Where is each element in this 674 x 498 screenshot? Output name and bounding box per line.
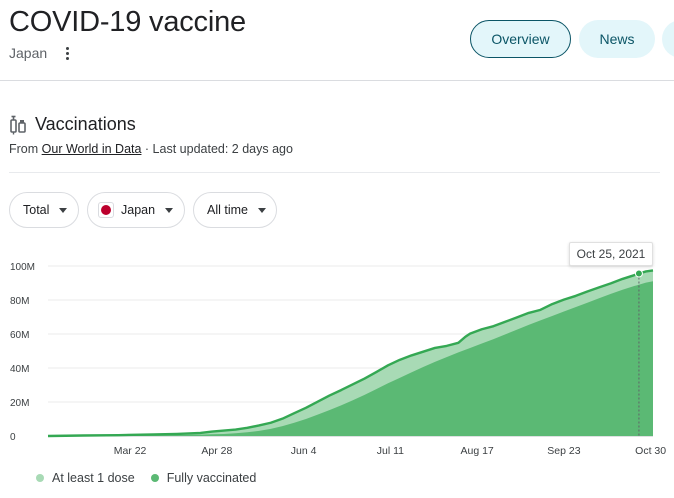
x-tick-label: Sep 23 xyxy=(547,445,580,457)
more-vert-icon[interactable] xyxy=(60,44,74,62)
highlight-point xyxy=(634,269,643,278)
line-at-least-one-dose xyxy=(47,269,654,438)
vaccination-chart[interactable]: 0 20M 40M 60M 80M 100M Mar 22 Apr 28 Jun 4 Jul 11… xyxy=(0,236,674,466)
tab-more-partial[interactable] xyxy=(662,20,674,58)
page-title: COVID-19 vaccine xyxy=(9,6,246,38)
y-tick-label: 0 xyxy=(10,432,16,443)
syringe-icon xyxy=(10,115,26,134)
legend-dot-icon xyxy=(36,474,44,482)
x-tick-label: Oct 30 xyxy=(635,445,666,457)
country-dropdown[interactable]: Japan xyxy=(87,192,185,228)
y-tick-label: 100M xyxy=(10,262,35,273)
chart-legend: At least 1 dose Fully vaccinated xyxy=(36,471,272,485)
section-title: Vaccinations xyxy=(35,114,136,134)
x-tick-label: Mar 22 xyxy=(114,445,147,457)
chart-tooltip: Oct 25, 2021 xyxy=(569,242,653,266)
tab-overview[interactable]: Overview xyxy=(470,20,571,58)
source-link[interactable]: Our World in Data xyxy=(41,142,142,156)
legend-label: At least 1 dose xyxy=(52,471,135,485)
section-header: Vaccinations xyxy=(9,114,136,135)
y-tick-label: 80M xyxy=(10,296,29,307)
subtitle-row: Japan xyxy=(9,44,74,62)
y-tick-label: 40M xyxy=(10,364,29,375)
country-subtitle: Japan xyxy=(9,45,48,61)
x-tick-label: Apr 28 xyxy=(201,445,232,457)
caret-down-icon xyxy=(165,207,174,213)
section-divider xyxy=(9,172,660,173)
legend-item-fully-vaccinated: Fully vaccinated xyxy=(150,471,257,485)
legend-dot-icon xyxy=(150,474,159,482)
country-dropdown-label: Japan xyxy=(121,203,156,217)
legend-item-at-least-one-dose: At least 1 dose xyxy=(36,471,135,485)
area-fully-vaccinated xyxy=(48,281,653,436)
x-tick-label: Jun 4 xyxy=(291,445,317,457)
time-range-dropdown[interactable]: All time xyxy=(193,192,277,228)
x-tick-label: Jul 11 xyxy=(377,445,404,457)
y-tick-label: 60M xyxy=(10,330,29,341)
time-range-label: All time xyxy=(207,203,248,217)
japan-flag-icon xyxy=(98,202,114,218)
x-tick-label: Aug 17 xyxy=(460,445,493,457)
source-prefix: From xyxy=(9,142,42,156)
last-updated: · Last updated: 2 days ago xyxy=(141,142,293,156)
y-tick-label: 20M xyxy=(10,398,29,409)
total-dropdown[interactable]: Total xyxy=(9,192,79,228)
header-divider xyxy=(0,80,674,81)
total-dropdown-label: Total xyxy=(23,203,50,217)
caret-down-icon xyxy=(59,207,68,213)
caret-down-icon xyxy=(257,207,266,213)
legend-label: Fully vaccinated xyxy=(166,471,257,485)
source-line: From Our World in Data · Last updated: 2… xyxy=(9,142,293,156)
tab-news[interactable]: News xyxy=(579,20,655,58)
